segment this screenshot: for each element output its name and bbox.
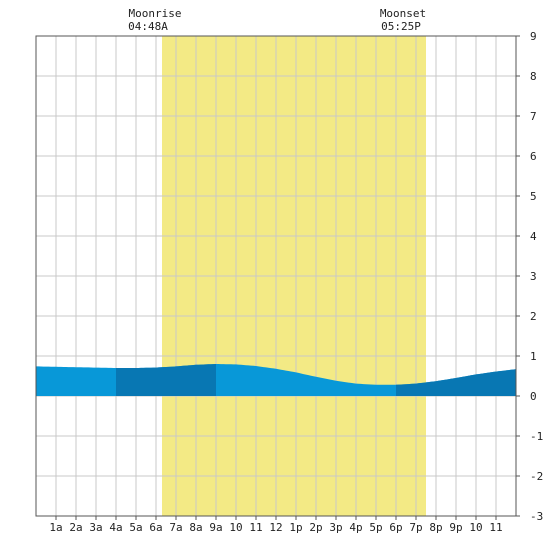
x-tick-label: 1a [49,521,62,534]
y-tick-label: 4 [530,230,537,243]
x-tick-label: 9p [449,521,462,534]
x-tick-label: 3p [329,521,342,534]
moonrise-label: Moonrise [129,7,182,20]
tide-area-night [396,369,516,396]
x-tick-label: 8a [189,521,202,534]
x-tick-label: 2a [69,521,82,534]
y-tick-label: 6 [530,150,537,163]
x-tick-label: 6a [149,521,162,534]
x-tick-label: 7a [169,521,182,534]
x-tick-label: 6p [389,521,402,534]
y-tick-label: -1 [530,430,543,443]
y-tick-label: -2 [530,470,543,483]
x-tick-label: 12 [269,521,282,534]
x-tick-label: 4p [349,521,362,534]
y-tick-label: 2 [530,310,537,323]
x-tick-label: 11 [489,521,502,534]
y-tick-label: 7 [530,110,537,123]
moonset-label: Moonset [380,7,426,20]
y-tick-label: 8 [530,70,537,83]
x-tick-label: 1p [289,521,302,534]
x-tick-label: 10 [469,521,482,534]
x-tick-label: 5p [369,521,382,534]
moonrise-time: 04:48A [128,20,168,33]
x-tick-label: 2p [309,521,322,534]
x-tick-label: 8p [429,521,442,534]
x-tick-label: 4a [109,521,122,534]
y-tick-label: 0 [530,390,537,403]
y-tick-label: -3 [530,510,543,523]
x-tick-label: 7p [409,521,422,534]
y-tick-label: 1 [530,350,537,363]
moonset-time: 05:25P [381,20,421,33]
y-tick-label: 5 [530,190,537,203]
x-tick-label: 10 [229,521,242,534]
x-tick-label: 11 [249,521,262,534]
y-tick-label: 9 [530,30,537,43]
x-tick-label: 3a [89,521,102,534]
y-tick-label: 3 [530,270,537,283]
x-tick-label: 9a [209,521,222,534]
x-tick-label: 5a [129,521,142,534]
tide-area-night [116,364,216,396]
